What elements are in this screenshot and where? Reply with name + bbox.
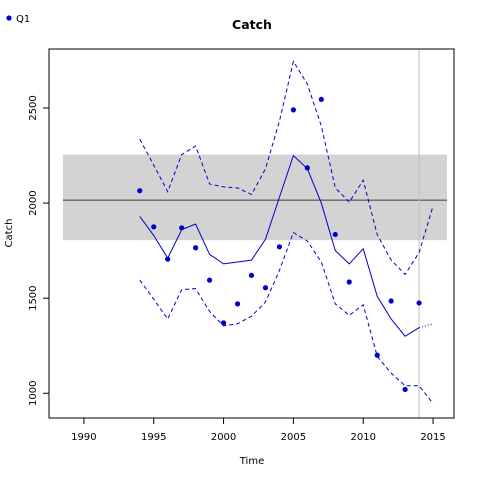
x-tick-label: 2005 — [281, 432, 306, 443]
legend-label-q1: Q1 — [16, 14, 30, 25]
observation-point — [179, 225, 185, 231]
upper-bound-line — [139, 60, 434, 276]
legend-marker-q1 — [6, 15, 12, 21]
x-axis-title: Time — [239, 456, 264, 467]
observation-point — [388, 298, 394, 304]
observation-point — [318, 96, 324, 103]
y-tick-label: 1500 — [28, 285, 39, 310]
observation-point — [207, 277, 213, 283]
plot-area — [62, 49, 448, 418]
y-tick-label: 1000 — [28, 381, 39, 406]
legend: Q1 — [6, 14, 30, 25]
observation-point — [248, 272, 255, 278]
lower-bound-line — [139, 231, 434, 405]
observation-point — [416, 300, 422, 306]
x-tick-label: 1995 — [141, 432, 166, 443]
observation-point — [234, 301, 241, 307]
observation-point — [220, 320, 227, 326]
x-axis: 1990 1995 2000 2005 2010 2015 — [71, 418, 446, 443]
x-tick-label: 1990 — [71, 432, 96, 443]
y-axis-title: Catch — [4, 219, 15, 248]
x-tick-label: 2010 — [350, 432, 375, 443]
observation-point — [374, 352, 380, 358]
observation-point — [165, 256, 171, 262]
x-tick-label: 2015 — [420, 432, 445, 443]
y-tick-label: 2500 — [28, 95, 39, 120]
observation-point — [402, 386, 408, 393]
projection-line — [418, 323, 434, 329]
observation-point — [332, 231, 338, 238]
observation-point — [304, 165, 310, 171]
y-tick-label: 2000 — [28, 190, 39, 215]
y-axis: 1000 1500 2000 2500 — [28, 95, 49, 406]
observation-point — [193, 245, 199, 251]
observation-point — [290, 107, 296, 113]
plot-frame — [48, 48, 455, 419]
chart-title: Catch — [232, 17, 272, 32]
estimate-line — [139, 154, 420, 337]
x-tick-label: 2000 — [211, 432, 236, 443]
reference-band — [62, 154, 448, 241]
observation-point — [276, 244, 283, 250]
observation-point — [137, 188, 143, 194]
observation-point — [262, 285, 269, 291]
observation-point — [151, 224, 157, 230]
observation-point — [346, 279, 352, 285]
